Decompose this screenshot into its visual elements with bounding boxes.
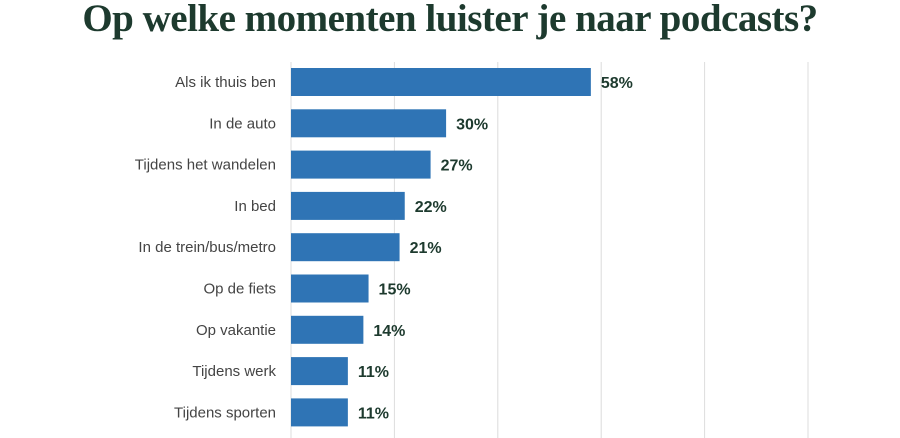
- category-label: Als ik thuis ben: [175, 74, 276, 91]
- category-label: Tijdens sporten: [174, 404, 276, 421]
- data-label: 58%: [601, 75, 633, 92]
- category-label: In bed: [234, 198, 276, 215]
- bar: [291, 191, 405, 220]
- category-label: In de auto: [209, 115, 276, 132]
- data-label: 15%: [379, 282, 411, 299]
- category-label: In de trein/bus/metro: [138, 239, 276, 256]
- bar: [291, 233, 400, 262]
- data-label: 11%: [358, 364, 389, 381]
- bar: [291, 315, 364, 344]
- data-label: 21%: [410, 240, 442, 257]
- bar: [291, 150, 431, 179]
- data-label: 30%: [456, 116, 488, 133]
- category-label: Op de fiets: [203, 281, 276, 298]
- data-label: 22%: [415, 199, 447, 216]
- category-label: Op vakantie: [196, 322, 276, 339]
- data-label: 14%: [373, 323, 405, 340]
- bar: [291, 357, 348, 386]
- bar: [291, 274, 369, 303]
- data-label: 11%: [358, 405, 389, 422]
- bar: [291, 68, 591, 96]
- category-label: Tijdens werk: [192, 363, 276, 380]
- category-label: Tijdens het wandelen: [135, 157, 276, 174]
- bar: [291, 109, 447, 138]
- data-label: 27%: [441, 158, 473, 175]
- bar: [291, 398, 348, 427]
- chart-title: Op welke momenten luister je naar podcas…: [82, 0, 818, 40]
